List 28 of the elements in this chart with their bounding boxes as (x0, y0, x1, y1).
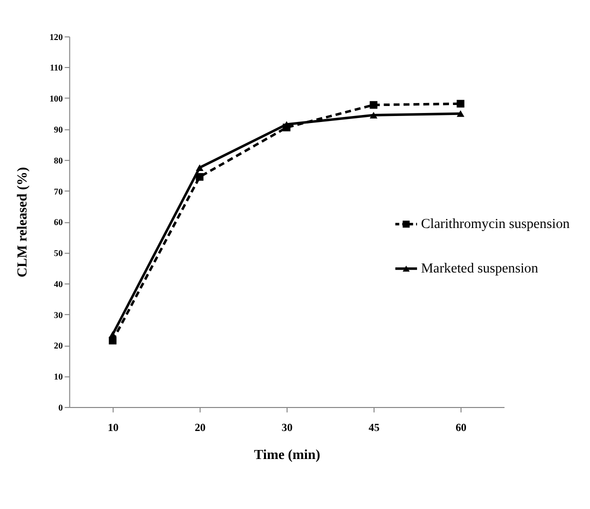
y-tick-label: 50 (54, 248, 64, 258)
y-tick-label: 30 (54, 310, 64, 320)
y-tick-label: 10 (54, 372, 64, 382)
y-tick-label: 120 (49, 32, 64, 42)
y-tick-label: 40 (54, 278, 64, 289)
y-tick-label: 70 (54, 186, 64, 196)
x-tick-label: 60 (456, 422, 468, 434)
x-tick-label: 30 (282, 422, 294, 434)
point (108, 331, 116, 338)
y-axis-title: CLM released (%) (14, 167, 30, 278)
point (370, 112, 378, 118)
x-tick-label: 45 (368, 422, 380, 434)
y-tick-label: 0 (58, 402, 64, 412)
legend-label: Marketed suspension (421, 260, 538, 276)
x-tick-label: 10 (108, 422, 120, 434)
y-tick-label: 90 (54, 124, 64, 134)
y-tick-label: 110 (50, 62, 64, 73)
y-tick-label: 20 (54, 340, 64, 351)
point (456, 100, 464, 108)
point (456, 110, 464, 117)
point (370, 101, 378, 109)
x-tick-label: 20 (194, 422, 206, 434)
y-tick-label: 60 (54, 217, 64, 228)
y-tick-label: 100 (49, 94, 64, 104)
x-axis-title: Time (min) (254, 446, 320, 462)
y-tick-label: 80 (54, 155, 64, 166)
legend-label: Clarithromycin suspension (421, 216, 570, 232)
point (196, 164, 204, 171)
